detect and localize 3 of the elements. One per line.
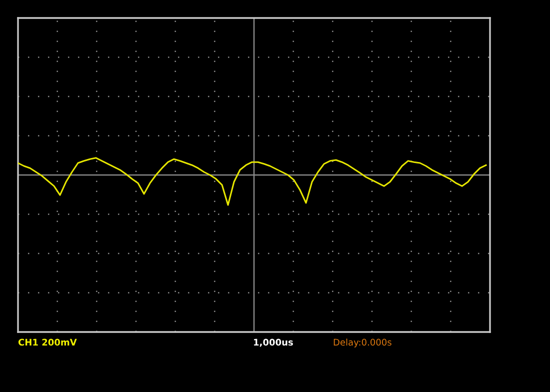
text: CH1 200mV bbox=[18, 338, 77, 346]
text: 1,000us bbox=[254, 338, 293, 347]
text: Delay:0.000s bbox=[334, 338, 392, 348]
